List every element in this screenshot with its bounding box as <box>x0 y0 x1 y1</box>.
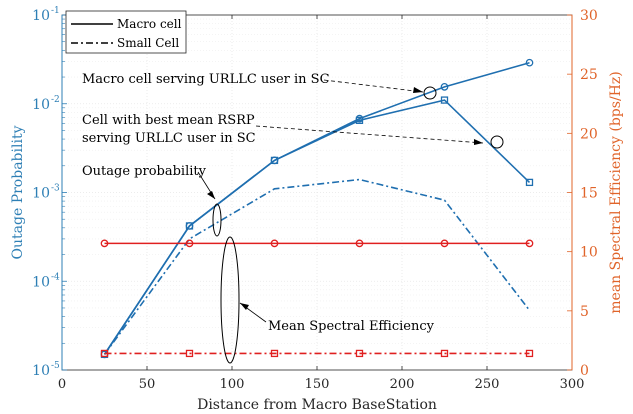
series-3-point <box>100 239 109 248</box>
annotation-best-rsrp-line2: serving URLLC user in SC <box>82 131 256 146</box>
annotation-marker-best-rsrp <box>490 135 504 149</box>
series-1-point <box>440 96 449 104</box>
y-axis-left-label: Outage Probability <box>10 125 26 259</box>
annotation-ellipse-spectral-efficiency <box>220 236 240 364</box>
legend-box <box>65 10 187 54</box>
series-4-point <box>100 349 109 358</box>
series-4-point <box>270 349 279 358</box>
y-left-tick-label: 10 <box>32 186 50 202</box>
y-right-tick-label: 10 <box>580 245 598 261</box>
annotation-ellipse-outage <box>212 203 222 237</box>
annotation-best-rsrp-line1: Cell with best mean RSRP <box>82 113 255 128</box>
annotation-macro-serving: Macro cell serving URLLC user in SC <box>82 72 330 87</box>
y-left-tick-exponent: -1 <box>51 6 60 16</box>
series-3-point <box>185 239 194 248</box>
series-3-point <box>525 239 534 248</box>
y-left-tick-label: 10 <box>32 8 50 24</box>
annotation-arrowhead-macro-serving <box>413 87 423 93</box>
x-tick-label: 0 <box>58 377 66 392</box>
y-left-tick-exponent: -5 <box>51 361 60 371</box>
series-0-point <box>440 83 449 91</box>
annotation-arrow-macro-serving <box>323 79 424 93</box>
x-tick-label: 100 <box>220 377 245 392</box>
x-tick-label: 50 <box>139 377 156 392</box>
series-3-point <box>440 239 449 248</box>
y-left-tick-exponent: -4 <box>51 272 60 282</box>
x-axis-label: Distance from Macro BaseStation <box>197 397 437 413</box>
series-3-point <box>270 239 279 248</box>
annotation-arrow-best-rsrp <box>255 125 484 144</box>
y-right-tick-label: 20 <box>580 126 598 142</box>
y-left-tick-exponent: -2 <box>51 95 60 105</box>
x-tick-label: 300 <box>560 377 585 392</box>
y-axis-right-label: mean Spectral Efficiency (bps/Hz) <box>608 71 624 313</box>
series-layer <box>100 58 534 359</box>
series-1-point <box>270 156 279 165</box>
series-1-point <box>185 222 194 230</box>
y-left-tick-label: 10 <box>32 97 50 113</box>
series-4-point <box>185 349 194 358</box>
x-tick-label: 250 <box>475 377 500 392</box>
y-right-tick-label: 30 <box>580 8 598 24</box>
series-0-point <box>525 58 534 67</box>
annotations: Macro cell serving URLLC user in SC Cell… <box>82 72 504 364</box>
x-tick-label: 200 <box>390 377 415 392</box>
legend-label-macro: Macro cell <box>117 17 182 31</box>
annotation-marker-macro-serving <box>423 86 437 100</box>
y-left-tick-label: 10 <box>32 274 50 290</box>
y-left-tick-exponent: -3 <box>51 184 60 194</box>
annotation-arrowhead-best-rsrp <box>474 139 483 145</box>
x-tick-label: 150 <box>305 377 330 392</box>
series-4-point <box>440 349 449 358</box>
legend: Macro cell Small Cell <box>65 10 187 54</box>
series-1-line <box>103 99 531 355</box>
series-4-point <box>525 349 534 358</box>
y-right-tick-label: 5 <box>580 304 589 320</box>
annotation-arrowhead-outage <box>207 191 215 199</box>
series-1-point <box>525 178 534 187</box>
series-4-point <box>355 349 364 358</box>
annotation-outage: Outage probability <box>82 164 207 179</box>
series-3-point <box>355 239 364 248</box>
annotation-spectral-efficiency: Mean Spectral Efficiency <box>268 319 435 334</box>
annotation-arrowhead-spectral-efficiency <box>240 303 249 310</box>
y-right-tick-label: 15 <box>580 186 598 202</box>
legend-label-small: Small Cell <box>117 36 179 50</box>
series-2-line <box>103 178 531 355</box>
y-right-tick-label: 0 <box>580 363 589 379</box>
y-right-tick-label: 25 <box>580 67 598 83</box>
series-1-point <box>355 116 364 125</box>
y-left-tick-label: 10 <box>32 363 50 379</box>
